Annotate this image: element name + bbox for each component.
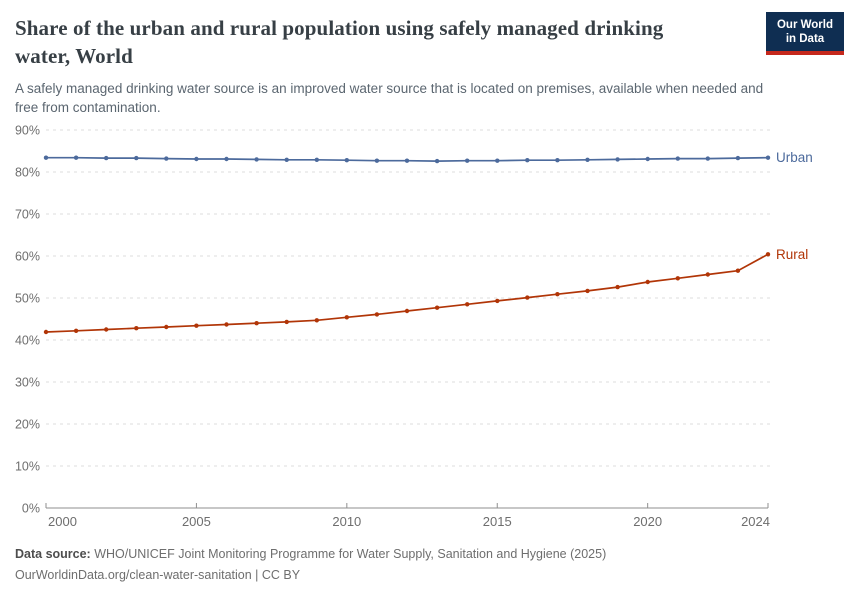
rural-point — [374, 312, 380, 317]
rural-point — [645, 279, 650, 285]
y-axis-label: 30% — [15, 376, 40, 390]
urban-point — [284, 157, 289, 162]
urban-point — [585, 157, 590, 162]
rural-point — [675, 276, 680, 281]
urban-point — [495, 158, 500, 163]
rural-point — [164, 324, 169, 330]
y-axis-label: 90% — [15, 124, 40, 138]
footer-url: OurWorldinData.org/clean-water-sanitatio… — [15, 568, 301, 582]
urban-point — [705, 156, 710, 161]
urban-point — [224, 156, 229, 162]
data-source-line: Data source: WHO/UNICEF Joint Monitoring… — [15, 544, 835, 565]
owid-logo-line2: in Data — [785, 33, 825, 45]
y-axis-label: 20% — [15, 418, 40, 432]
chart-area: 0% 10% 20% 30% 40% 50% 60% 70% 80% 90% 2000 2005 201… — [0, 118, 850, 538]
urban-point — [555, 158, 560, 163]
urban-point — [104, 155, 109, 161]
data-source-text: WHO/UNICEF Joint Monitoring Programme fo… — [94, 547, 607, 561]
urban-point — [73, 155, 79, 160]
rural-point — [615, 284, 620, 290]
rural-point — [525, 295, 530, 300]
x-axis-label: 2010 — [332, 514, 361, 529]
rural-point — [194, 323, 199, 328]
rural-point — [284, 319, 289, 325]
line-chart-svg: 0% 10% 20% 30% 40% 50% 60% 70% 80% 90% 2000 2005 201… — [15, 124, 813, 530]
urban-point — [374, 158, 380, 163]
x-axis-label: 2005 — [182, 514, 211, 529]
chart-footer: Data source: WHO/UNICEF Joint Monitoring… — [15, 544, 835, 586]
y-axis-label: 0% — [22, 502, 40, 516]
owid-logo[interactable]: Our World in Data — [766, 12, 844, 55]
urban-point — [344, 158, 349, 163]
y-axis-label: 80% — [15, 166, 40, 180]
rural-point — [344, 315, 349, 320]
rural-series-label: Rural — [776, 247, 808, 262]
urban-series-label: Urban — [776, 150, 813, 165]
urban-point — [735, 155, 741, 161]
rural-point — [104, 327, 109, 332]
rural-point — [254, 321, 259, 326]
x-axis-label: 2000 — [48, 514, 77, 529]
rural-point — [585, 288, 590, 294]
x-axis-label: 2024 — [741, 514, 770, 529]
rural-point — [465, 302, 470, 307]
data-source-label: Data source: — [15, 547, 91, 561]
y-axis-label: 10% — [15, 460, 40, 474]
y-axis-label: 70% — [15, 208, 40, 222]
x-axis-label: 2020 — [633, 514, 662, 529]
urban-point — [434, 158, 440, 164]
rural-point — [404, 308, 410, 314]
rural-point — [73, 328, 79, 333]
urban-point — [194, 156, 199, 162]
rural-point — [224, 322, 229, 327]
urban-point — [254, 157, 259, 162]
x-axis-label: 2015 — [483, 514, 512, 529]
urban-point — [404, 158, 410, 163]
rural-point — [434, 305, 440, 310]
urban-point — [525, 158, 530, 163]
urban-point — [164, 156, 169, 161]
rural-point — [314, 318, 319, 323]
urban-point — [765, 155, 771, 160]
rural-point — [765, 252, 771, 257]
y-axis-label: 40% — [15, 334, 40, 348]
y-axis-label: 60% — [15, 250, 40, 264]
rural-point — [134, 326, 139, 331]
urban-point — [645, 156, 650, 162]
rural-point — [555, 292, 560, 297]
urban-point — [675, 156, 680, 161]
rural-point — [495, 298, 500, 304]
chart-title: Share of the urban and rural population … — [15, 16, 664, 68]
rural-point — [43, 329, 49, 335]
urban-point — [43, 155, 49, 160]
y-axis-label: 50% — [15, 292, 40, 306]
owid-logo-line1: Our World — [776, 19, 833, 31]
urban-point — [465, 158, 470, 163]
urban-point — [314, 157, 319, 162]
urban-point — [615, 157, 620, 162]
rural-point — [735, 268, 741, 273]
rural-point — [705, 272, 710, 277]
chart-header: Share of the urban and rural population … — [15, 12, 844, 117]
rural-line — [45, 253, 769, 333]
chart-subtitle: A safely managed drinking water source i… — [15, 81, 764, 115]
urban-point — [134, 155, 139, 161]
